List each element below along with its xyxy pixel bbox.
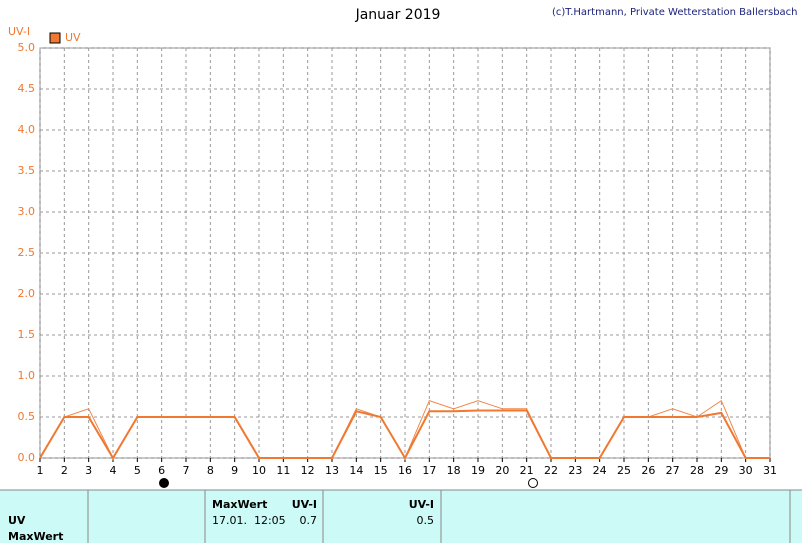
col-header: UV-I [409, 498, 434, 511]
x-tick-label: 5 [134, 464, 141, 477]
col-header: UV-I [292, 498, 317, 511]
y-tick-label: 5.0 [18, 41, 36, 54]
x-tick-label: 26 [641, 464, 655, 477]
x-tick-label: 12 [301, 464, 315, 477]
x-tick-label: 6 [158, 464, 165, 477]
plot: 0.00.51.01.52.02.53.03.54.04.55.01 2 3 4 5 6 7… [18, 41, 778, 477]
y-axis-label: UV-I [8, 25, 30, 38]
table: UV MaxWert MaxWert UV-I 17.01. 12:05 0.7… [0, 489, 802, 543]
x-tick-label: 19 [471, 464, 485, 477]
y-tick-label: 2.0 [18, 287, 36, 300]
x-tick-label: 21 [520, 464, 534, 477]
x-tick-label: 23 [568, 464, 582, 477]
x-tick-label: 30 [739, 464, 753, 477]
y-tick-label: 3.5 [18, 164, 36, 177]
y-tick-label: 4.5 [18, 82, 36, 95]
x-tick-label: 31 [763, 464, 777, 477]
cell: 17.01. 12:05 [212, 514, 286, 527]
moon-icon [159, 478, 169, 488]
table-bg [0, 490, 802, 543]
cell: 0.7 [300, 514, 318, 527]
x-tick-label: 8 [207, 464, 214, 477]
x-tick-label: 4 [110, 464, 117, 477]
x-tick-label: 3 [85, 464, 92, 477]
y-tick-label: 1.0 [18, 369, 36, 382]
x-tick-label: 28 [690, 464, 704, 477]
row-label: UV [8, 514, 26, 527]
x-tick-label: 10 [252, 464, 266, 477]
moon-icon [528, 478, 538, 488]
legend-swatch [49, 32, 61, 44]
y-tick-label: 0.5 [18, 410, 36, 423]
x-tick-label: 27 [666, 464, 680, 477]
y-tick-label: 1.5 [18, 328, 36, 341]
y-tick-label: 4.0 [18, 123, 36, 136]
cell: 0.5 [417, 514, 435, 527]
x-tick-label: 17 [422, 464, 436, 477]
legend-label: UV [65, 31, 81, 44]
x-tick-label: 9 [231, 464, 238, 477]
x-tick-label: 13 [325, 464, 339, 477]
series-line [39, 409, 770, 461]
col-header: MaxWert [212, 498, 267, 511]
x-tick-label: 1 [37, 464, 44, 477]
x-tick-label: 18 [447, 464, 461, 477]
chart-title: Januar 2019 [355, 7, 441, 23]
x-tick-label: 15 [374, 464, 388, 477]
x-tick-label: 20 [495, 464, 509, 477]
y-tick-label: 3.0 [18, 205, 36, 218]
credit: (c)T.Hartmann, Private Wetterstation Bal… [552, 7, 798, 18]
x-tick-label: 16 [398, 464, 412, 477]
x-tick-label: 7 [183, 464, 190, 477]
x-tick-label: 2 [61, 464, 68, 477]
x-tick-label: 22 [544, 464, 558, 477]
y-tick-label: 2.5 [18, 246, 36, 259]
x-tick-label: 14 [349, 464, 363, 477]
x-tick-label: 11 [276, 464, 290, 477]
x-tick-label: 24 [593, 464, 607, 477]
row-label: MaxWert [8, 530, 63, 543]
x-tick-label: 25 [617, 464, 631, 477]
x-tick-label: 29 [714, 464, 728, 477]
y-tick-label: 0.0 [18, 451, 36, 464]
